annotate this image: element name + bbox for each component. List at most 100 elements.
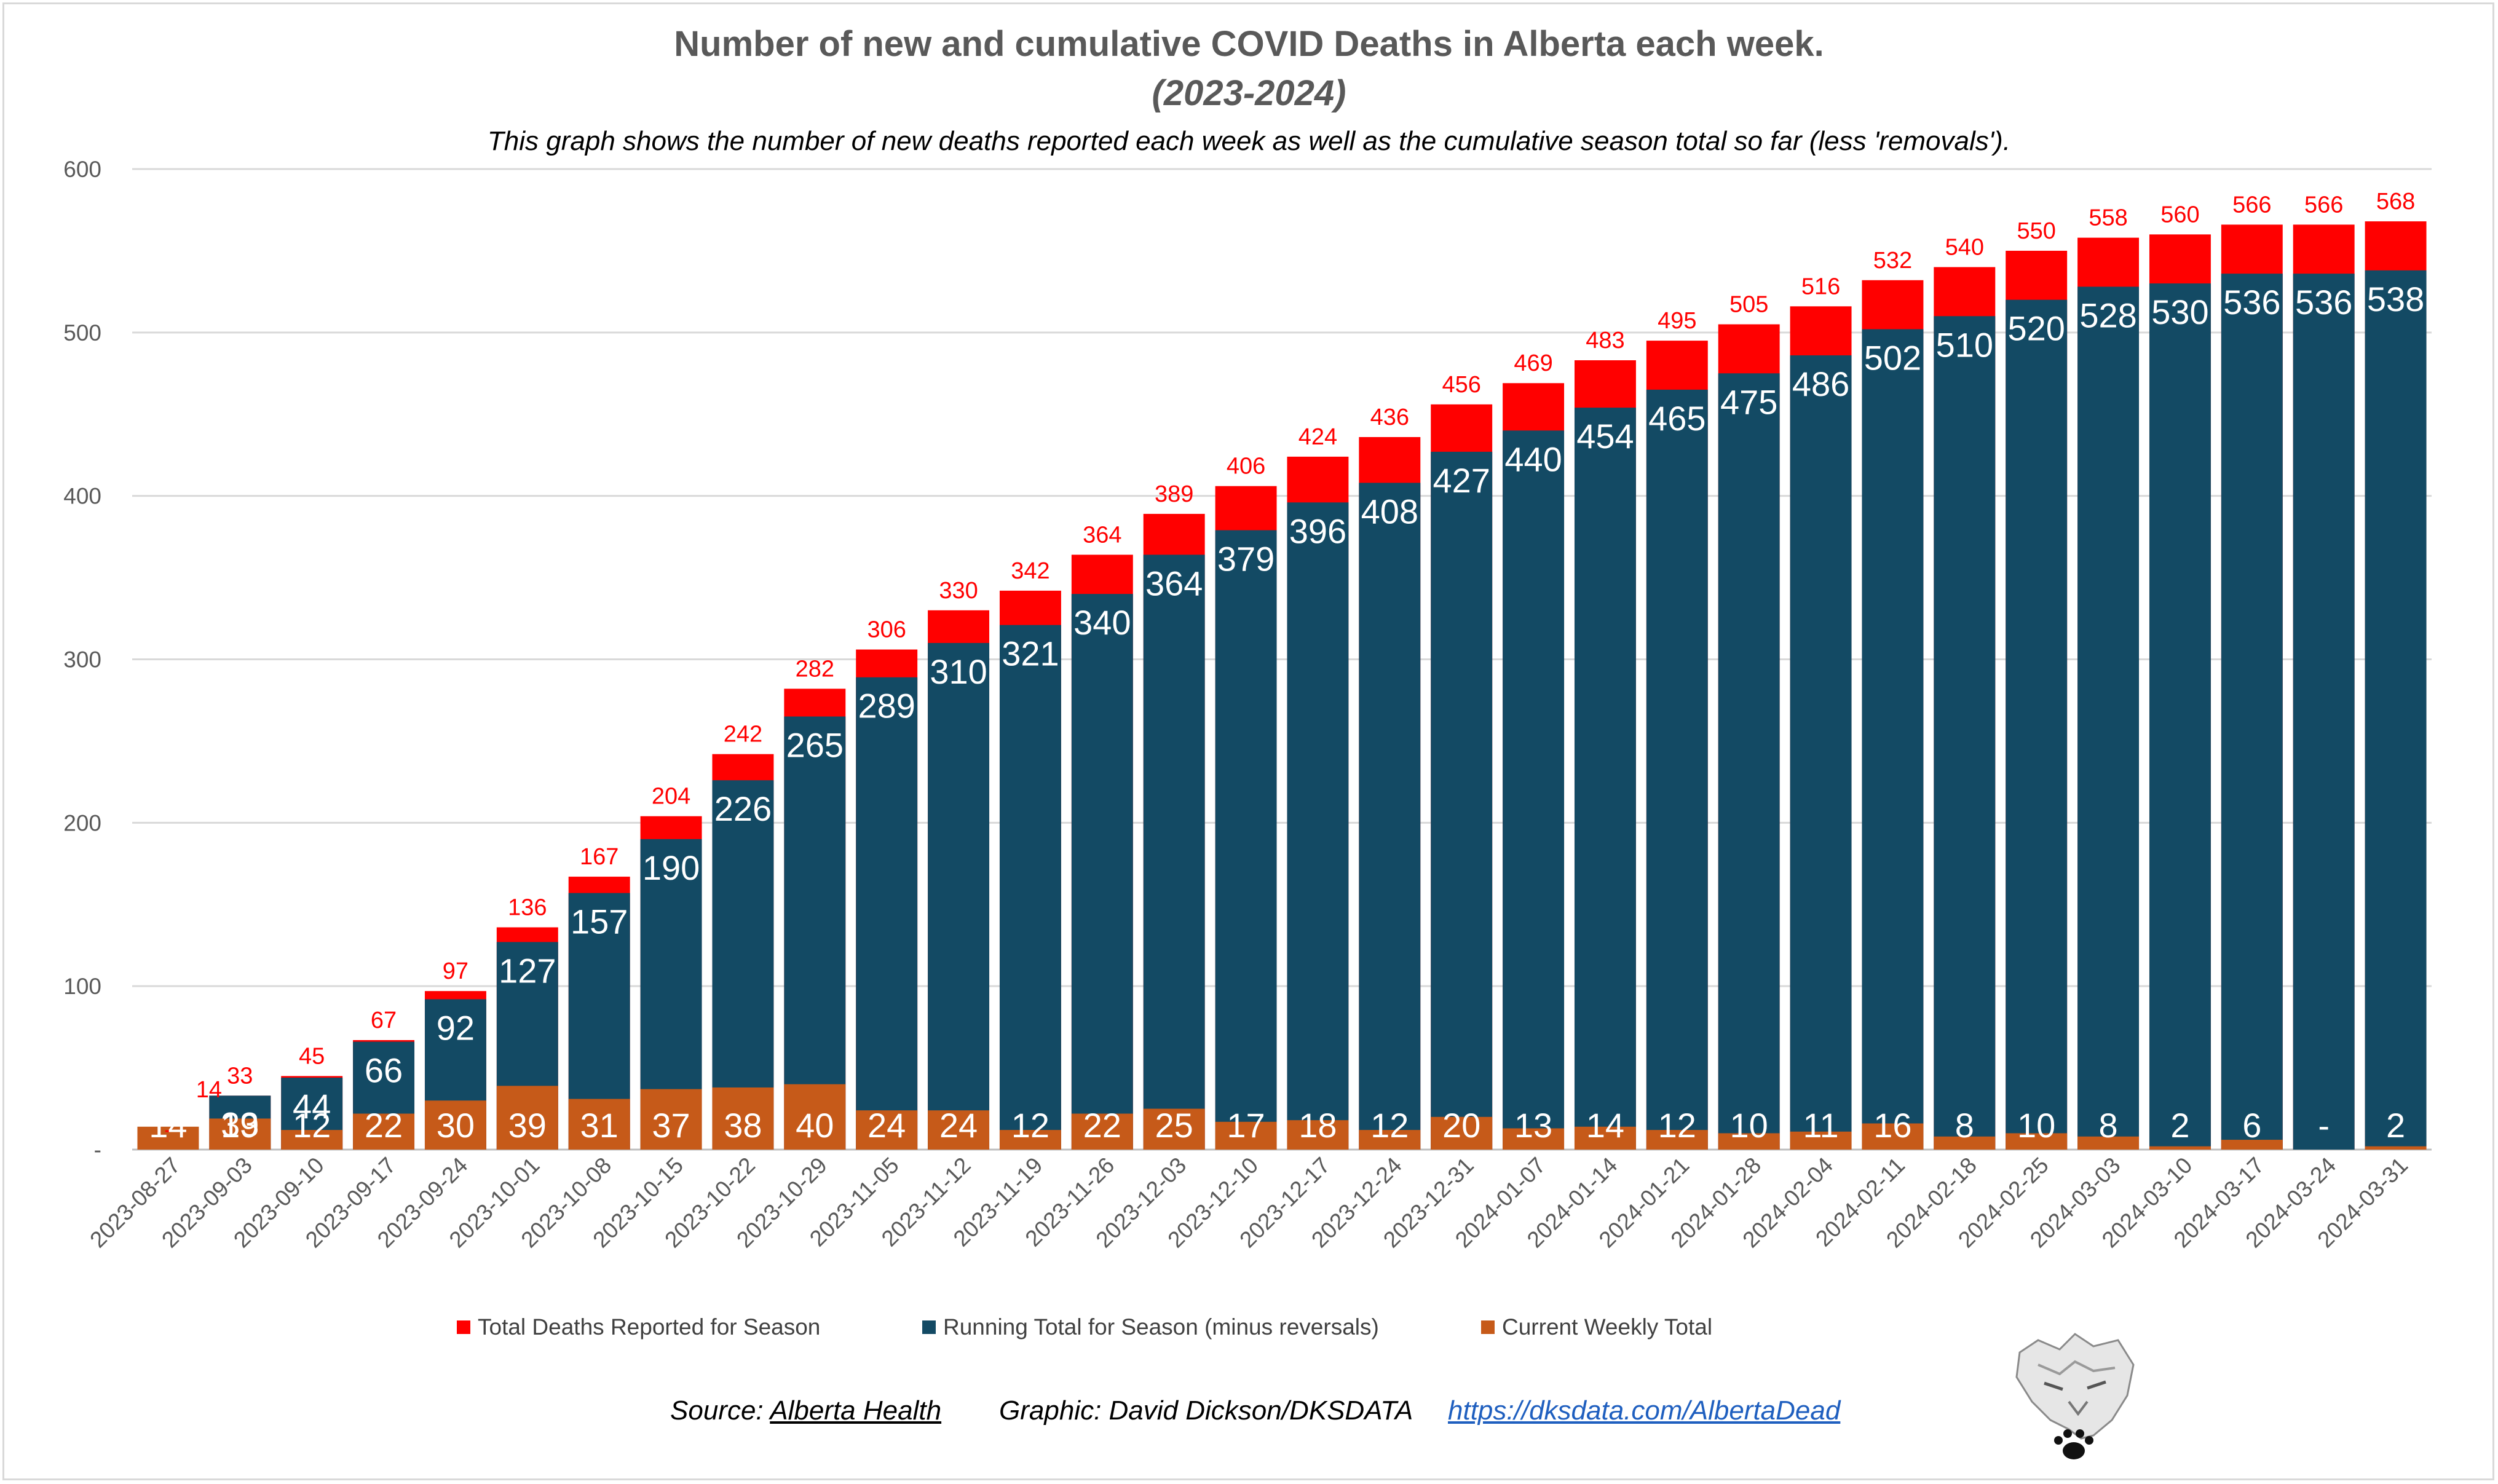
data-label-total: 342	[1011, 558, 1049, 584]
bar-weekly	[2077, 1136, 2140, 1150]
data-label-weekly: 37	[652, 1106, 690, 1145]
data-label-weekly: 11	[1803, 1106, 1838, 1145]
legend-label-running: Running Total for Season (minus reversal…	[943, 1314, 1379, 1340]
data-label-weekly: 20	[1442, 1106, 1480, 1145]
bar-weekly	[1790, 1131, 1852, 1150]
data-label-total: 330	[939, 578, 978, 604]
bar-running	[2221, 274, 2283, 1150]
bar-weekly	[1574, 1126, 1636, 1150]
data-label-running: 33	[221, 1105, 259, 1143]
bar-running	[1574, 408, 1636, 1150]
data-label-weekly: 12	[1011, 1106, 1049, 1145]
data-label-total: 424	[1298, 424, 1337, 450]
bar-weekly	[2365, 1146, 2427, 1150]
data-label-running: 536	[2295, 283, 2352, 322]
data-label-running: 157	[571, 902, 628, 941]
bar-weekly	[1718, 1133, 1780, 1150]
legend-item-weekly: Current Weekly Total	[1481, 1314, 1712, 1340]
bar-running	[999, 625, 1061, 1150]
bar-running	[1790, 355, 1852, 1150]
data-label-weekly: 12	[1370, 1106, 1409, 1145]
bar-running	[2293, 274, 2355, 1150]
data-label-running: 530	[2151, 293, 2208, 331]
data-label-running: 528	[2079, 296, 2136, 334]
chart-subtitle: (2023-2024)	[1152, 73, 1346, 113]
chart-description: This graph shows the number of new death…	[487, 126, 2011, 156]
legend-swatch-running	[922, 1320, 936, 1334]
bar-weekly	[137, 1126, 199, 1150]
bar-weekly	[1862, 1123, 1924, 1150]
bar-weekly	[999, 1130, 1061, 1150]
data-label-total: 45	[299, 1043, 325, 1069]
data-label-total: 550	[2017, 218, 2055, 244]
footer-url-link[interactable]: https://dksdata.com/AlbertaDead	[1448, 1395, 1841, 1426]
data-label-weekly: 10	[2017, 1106, 2055, 1145]
data-label-total: 469	[1514, 350, 1552, 376]
bar-weekly	[2221, 1140, 2283, 1150]
data-label-total: 566	[2232, 192, 2271, 218]
source-link[interactable]: Alberta Health	[770, 1395, 942, 1426]
bar-running	[928, 642, 990, 1150]
data-label-running: 427	[1433, 461, 1490, 500]
y-tick-label: -	[94, 1137, 101, 1162]
data-label-weekly: -	[2318, 1106, 2330, 1145]
bar-weekly	[353, 1113, 415, 1150]
data-label-total: 483	[1586, 328, 1624, 353]
data-label-running: 454	[1576, 417, 1634, 456]
data-label-running: 265	[786, 726, 844, 765]
footer-source-prefix: Source:	[670, 1395, 770, 1426]
data-label-running: 396	[1289, 511, 1346, 550]
bar-weekly	[568, 1099, 630, 1150]
bar-weekly	[856, 1110, 918, 1150]
data-label-running: 379	[1217, 539, 1275, 578]
data-label-weekly: 39	[508, 1106, 547, 1145]
y-tick-label: 500	[63, 320, 101, 345]
data-label-total: 306	[867, 617, 906, 643]
data-label-weekly: 14	[1586, 1106, 1624, 1145]
data-label-weekly: 18	[1298, 1106, 1337, 1145]
data-label-weekly: 31	[580, 1106, 619, 1145]
data-label-weekly: 13	[1514, 1106, 1552, 1145]
data-label-weekly: 8	[1955, 1106, 1974, 1145]
data-label-weekly: 22	[1083, 1106, 1121, 1145]
data-label-running: 364	[1145, 564, 1203, 602]
y-tick-label: 600	[63, 157, 101, 182]
data-label-running: 408	[1361, 492, 1418, 531]
data-label-total: -	[164, 1117, 172, 1143]
data-label-total: 389	[1155, 481, 1193, 507]
data-label-total: 558	[2089, 205, 2127, 231]
bar-weekly	[1934, 1136, 1996, 1150]
data-label-running: 340	[1073, 603, 1131, 642]
bar-weekly	[1071, 1113, 1133, 1150]
data-label-total: 67	[371, 1008, 397, 1033]
bar-weekly	[496, 1086, 558, 1150]
bar-weekly	[1503, 1128, 1565, 1150]
data-label-weekly: 16	[1873, 1106, 1911, 1145]
bar-running	[1287, 502, 1349, 1150]
y-tick-label: 300	[63, 647, 101, 673]
bar-weekly	[784, 1084, 846, 1150]
data-label-weekly: 40	[796, 1106, 834, 1145]
bar-weekly	[2006, 1133, 2068, 1150]
data-label-total: 568	[2376, 189, 2415, 215]
wolf-logo-icon	[2015, 1333, 2135, 1459]
data-label-weekly: 12	[1658, 1106, 1696, 1145]
bar-running	[1431, 451, 1493, 1150]
data-label-total: 136	[508, 894, 547, 920]
bar-weekly	[928, 1110, 990, 1150]
data-label-running: 475	[1720, 382, 1777, 421]
legend-label-total: Total Deaths Reported for Season	[478, 1314, 821, 1340]
legend-swatch-total	[457, 1320, 470, 1334]
data-label-weekly: 17	[1227, 1106, 1265, 1145]
bar-running	[784, 716, 846, 1150]
data-label-total: 204	[652, 784, 690, 810]
data-label-total: 242	[724, 722, 762, 748]
data-label-running: 538	[2367, 280, 2424, 318]
bar-running	[1646, 389, 1708, 1150]
data-label-running: 66	[365, 1051, 403, 1090]
data-label-weekly: 22	[365, 1106, 403, 1145]
data-label-weekly: 38	[724, 1106, 762, 1145]
data-label-total: 495	[1658, 308, 1696, 334]
legend-swatch-weekly	[1481, 1320, 1495, 1334]
